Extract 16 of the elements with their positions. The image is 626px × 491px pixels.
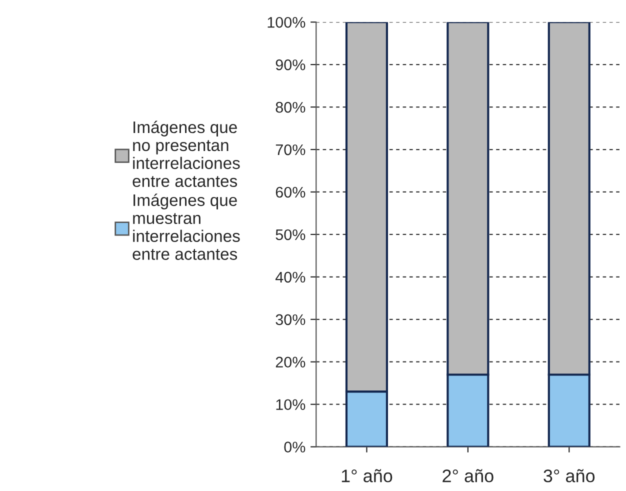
y-tick-label: 0% <box>284 442 306 452</box>
y-tick-label: 20% <box>276 356 306 368</box>
x-tick-label: 1° año <box>342 469 392 482</box>
legend-label: Imágenes que muestran interrelaciones entre actantes <box>132 194 240 260</box>
y-tick-label: 90% <box>276 59 306 70</box>
x-tick-label: 3° año <box>544 469 595 482</box>
y-tick-label: 10% <box>276 399 306 410</box>
y-tick-label: 60% <box>276 186 306 198</box>
y-tick-label: 70% <box>276 144 306 156</box>
x-tick-label: 2° año <box>442 469 494 482</box>
y-tick-label: 50% <box>276 229 306 240</box>
y-tick-label: 80% <box>276 102 306 113</box>
y-tick-label: 30% <box>276 314 306 326</box>
legend-label: Imágenes que no presentan interrelaciones entre actantes <box>132 120 240 188</box>
y-tick-label: 40% <box>275 272 306 283</box>
y-tick-label: 100% <box>268 16 306 28</box>
